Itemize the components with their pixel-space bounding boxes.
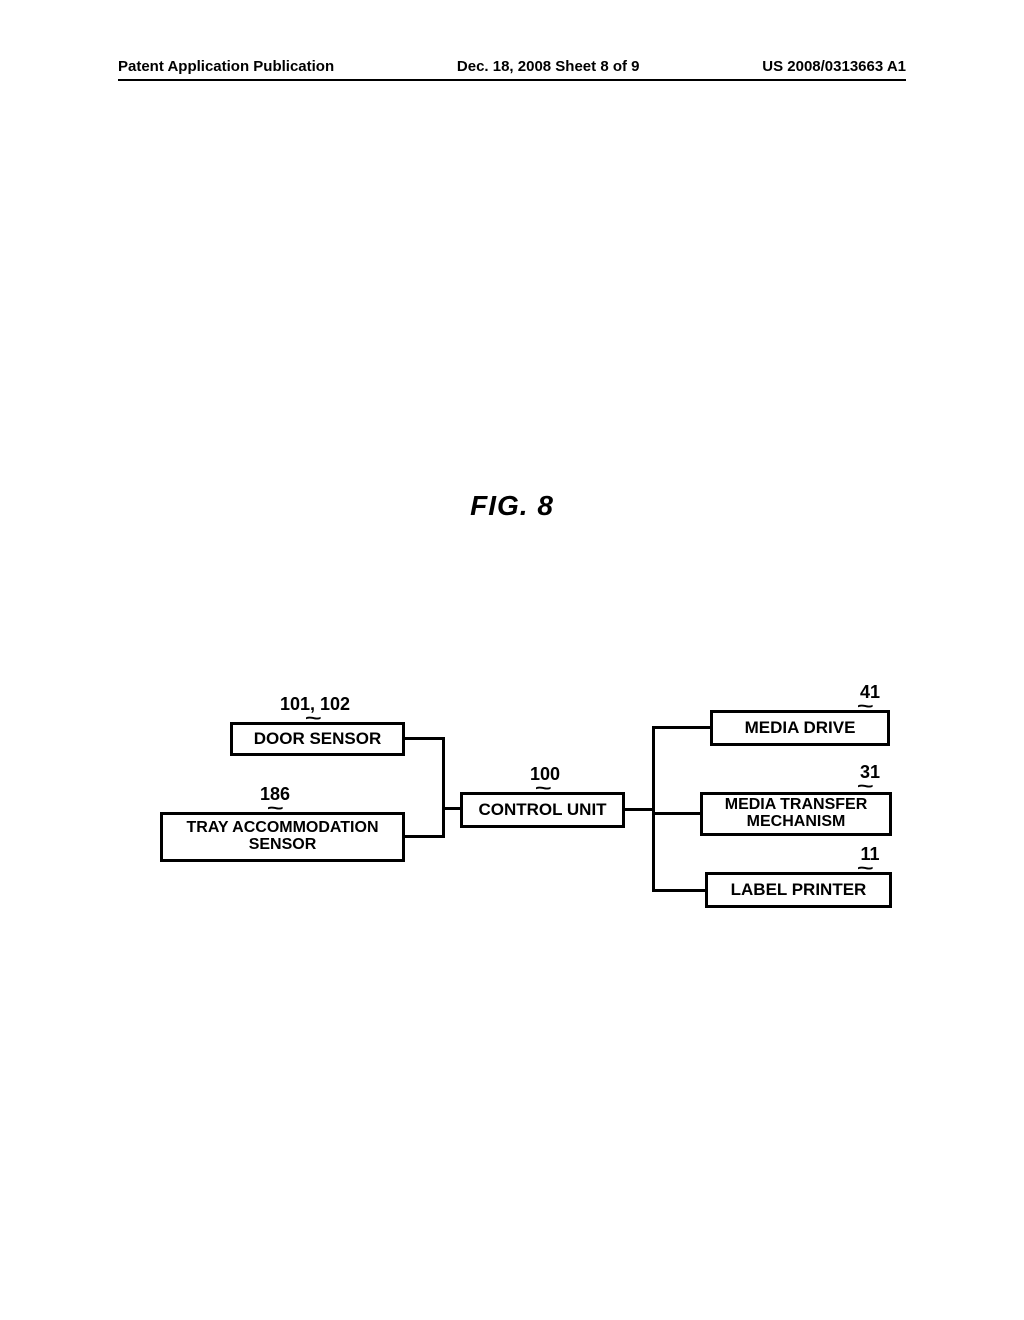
label-printer-box: LABEL PRINTER [705,872,892,908]
connector [652,726,710,729]
connector [405,737,445,740]
connector [442,810,445,838]
connector [652,889,705,892]
connector [405,835,445,838]
connector [652,726,655,892]
page-header: Patent Application Publication Dec. 18, … [118,58,906,81]
connector [442,737,445,810]
door-sensor-box: DOOR SENSOR [230,722,405,756]
header-right: US 2008/0313663 A1 [762,58,906,75]
connector [652,812,700,815]
header-center: Dec. 18, 2008 Sheet 8 of 9 [457,58,640,75]
header-left: Patent Application Publication [118,58,334,75]
connector [625,808,655,811]
media-drive-box: MEDIA DRIVE [710,710,890,746]
media-transfer-box: MEDIA TRANSFER MECHANISM [700,792,892,836]
page: Patent Application Publication Dec. 18, … [0,0,1024,1320]
tray-sensor-box: TRAY ACCOMMODATION SENSOR [160,812,405,862]
control-unit-box: CONTROL UNIT [460,792,625,828]
figure-label: FIG. 8 [0,490,1024,522]
block-diagram: 101, 102 ~ DOOR SENSOR 186 ~ TRAY ACCOMM… [140,680,900,940]
